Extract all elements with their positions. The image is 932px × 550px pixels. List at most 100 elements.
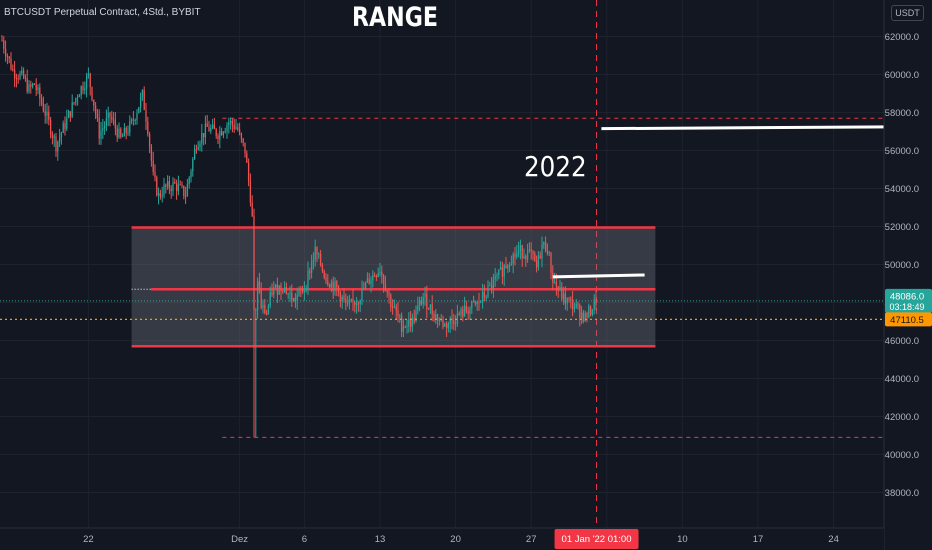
candle-body — [546, 251, 549, 254]
candle-body — [364, 282, 367, 289]
candle-body — [469, 307, 471, 314]
candle-body — [183, 185, 185, 197]
candle-body — [8, 56, 10, 59]
y-axis[interactable]: 38000.040000.042000.044000.046000.048000… — [883, 0, 932, 550]
candles — [1, 34, 597, 438]
candle-body — [42, 103, 45, 112]
candle-body — [13, 69, 16, 78]
candle-body — [310, 262, 313, 274]
currency-button[interactable]: USDT — [891, 5, 924, 21]
candle-body — [58, 137, 61, 142]
candle-body — [206, 123, 208, 127]
candle-body — [37, 87, 39, 90]
candle-body — [39, 87, 41, 99]
candle-body — [489, 285, 491, 287]
candle-body — [30, 84, 32, 87]
candle-body — [28, 84, 30, 92]
candle-body — [87, 73, 90, 77]
candle-body — [552, 272, 554, 283]
candle-body — [384, 283, 387, 291]
candle-body — [163, 184, 165, 196]
candle-body — [204, 123, 207, 138]
candle-body — [301, 289, 304, 292]
candle-body — [280, 285, 282, 291]
candle-body — [219, 131, 221, 140]
candle-body — [388, 292, 390, 295]
candle-body — [181, 184, 183, 186]
candle-body — [309, 270, 311, 274]
candle-body — [530, 249, 532, 251]
candle-body — [94, 105, 97, 114]
candle-body — [103, 125, 106, 129]
candle-body — [247, 162, 250, 181]
candle-body — [494, 276, 496, 280]
candle-body — [312, 259, 315, 263]
chart-annotation-year: 2022 — [524, 150, 587, 183]
candle-body — [507, 265, 509, 269]
candle-body — [327, 280, 329, 285]
x-axis[interactable]: 22Dez6132027310172401 Jan '22 01:00 — [0, 527, 884, 550]
candle-body — [157, 193, 160, 196]
candle-body — [177, 184, 180, 192]
candle-body — [478, 301, 480, 303]
candle-body — [170, 188, 172, 191]
candle-body — [85, 76, 88, 89]
candle-body — [240, 133, 243, 139]
candle-body — [168, 181, 171, 189]
candle-body — [337, 287, 340, 292]
x-tick-label: 17 — [753, 534, 764, 545]
symbol-title[interactable]: BTCUSDT Perpetual Contract, 4Std., BYBIT — [4, 7, 201, 18]
candle-body — [449, 318, 451, 324]
candle-body — [559, 286, 561, 290]
candle-body — [274, 284, 277, 288]
trend-line — [552, 273, 645, 279]
candle-body — [255, 310, 257, 312]
candle-body — [199, 143, 201, 147]
candle-body — [112, 119, 115, 121]
candle-body — [123, 127, 126, 137]
candle-body — [395, 306, 397, 311]
candle-body — [31, 83, 34, 87]
candle-body — [453, 320, 455, 325]
candle-body — [134, 119, 136, 121]
candle-body — [424, 293, 426, 297]
candle-body — [100, 130, 102, 139]
candle-body — [343, 296, 345, 300]
chart-annotation-title: RANGE — [352, 2, 439, 33]
candle-body — [562, 293, 565, 299]
candle-body — [406, 326, 408, 328]
candle-body — [111, 117, 113, 120]
candle-body — [138, 107, 140, 113]
crosshair-time-badge — [554, 529, 639, 549]
candle-body — [584, 313, 586, 322]
candle-body — [76, 97, 79, 99]
y-tick-label: 52000.0 — [885, 222, 919, 233]
candle-body — [476, 301, 478, 304]
candle-body — [75, 98, 77, 103]
candle-body — [278, 285, 280, 295]
x-tick-label: 27 — [526, 534, 537, 545]
candle-body — [228, 122, 230, 126]
candle-body — [120, 128, 122, 137]
candle-body — [188, 177, 190, 185]
candle-body — [370, 280, 372, 284]
candle-body — [244, 142, 246, 154]
candle-body — [471, 301, 473, 308]
candle-body — [589, 306, 592, 315]
dashed-levels — [222, 0, 897, 528]
x-tick-label: 24 — [828, 534, 839, 545]
candle-body — [481, 292, 484, 301]
candle-body — [139, 96, 142, 108]
candle-body — [352, 298, 354, 302]
candle-body — [287, 293, 289, 295]
candle-body — [51, 134, 54, 138]
candle-body — [588, 306, 590, 318]
candle-body — [226, 125, 228, 131]
candle-body — [125, 127, 127, 133]
candle-body — [350, 298, 352, 302]
candle-body — [503, 265, 505, 277]
candle-body — [33, 83, 36, 85]
candle-body — [402, 326, 405, 332]
